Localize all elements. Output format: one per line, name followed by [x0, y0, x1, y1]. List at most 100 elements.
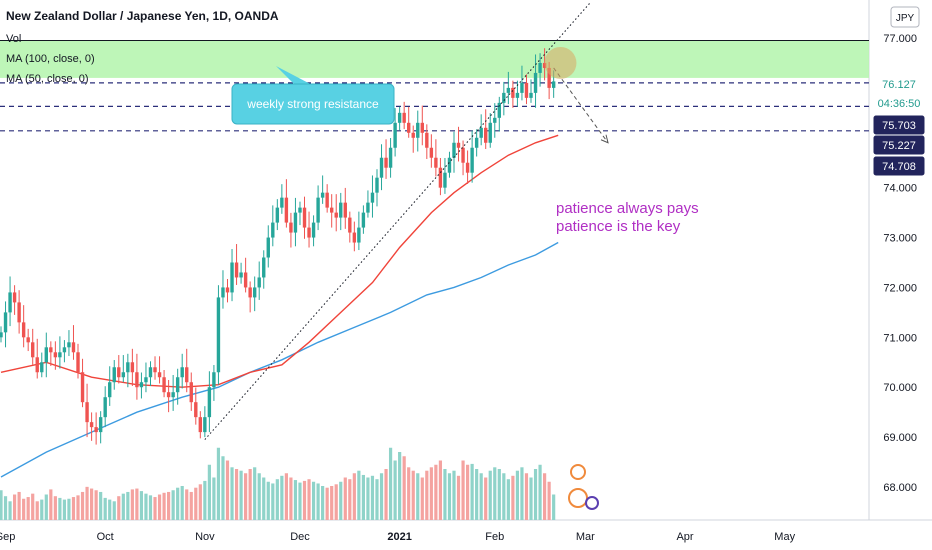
- candle-body: [538, 62, 542, 73]
- currency-button[interactable]: JPY: [890, 6, 920, 28]
- resistance-callout[interactable]: weekly strong resistance: [231, 66, 395, 125]
- volume-bar: [130, 489, 134, 520]
- candle-body: [162, 377, 166, 393]
- trendline[interactable]: [204, 2, 591, 440]
- candle-body: [402, 112, 406, 123]
- candle-body: [212, 372, 216, 388]
- price-badge[interactable]: 74.708: [873, 156, 925, 176]
- ma100-line: [0, 241, 559, 478]
- candle-body: [98, 417, 103, 433]
- volume-bar: [62, 499, 67, 520]
- candle-body: [62, 347, 67, 353]
- price-badge[interactable]: 76.127: [873, 74, 925, 94]
- candle-body: [35, 357, 39, 373]
- resistance-zone[interactable]: [0, 40, 869, 78]
- x-tick-label: Mar: [576, 531, 595, 543]
- candle-body: [502, 92, 506, 103]
- currency-button-label: JPY: [896, 13, 915, 24]
- volume-bar: [484, 477, 488, 520]
- volume-bar: [420, 477, 424, 520]
- volume-bar: [488, 470, 492, 520]
- volume-bar: [429, 467, 433, 520]
- volume-bar: [80, 491, 85, 520]
- candle-body: [153, 367, 157, 373]
- volume-bar: [343, 477, 347, 520]
- candle-body: [126, 362, 130, 373]
- candle-body: [230, 262, 234, 293]
- candle-body: [257, 277, 261, 288]
- volume-bar: [121, 493, 125, 520]
- candle-body: [529, 92, 533, 98]
- price-badge-label: 75.227: [882, 140, 916, 152]
- volume-bar: [497, 469, 501, 520]
- volume-bar: [375, 479, 379, 520]
- volume-bar: [352, 473, 356, 520]
- indicator-vol-label[interactable]: Vol: [6, 33, 21, 45]
- candle-body: [284, 197, 289, 223]
- candle-body: [103, 397, 107, 418]
- volume-bar: [529, 477, 533, 520]
- candle-body: [361, 212, 366, 228]
- price-badge[interactable]: 75.227: [873, 135, 925, 155]
- candle-body: [271, 222, 275, 238]
- candle-body: [94, 427, 98, 433]
- volume-bar: [171, 490, 175, 520]
- volume-bar: [370, 475, 375, 520]
- volume-bar: [438, 460, 443, 520]
- volume-bar: [434, 464, 438, 520]
- candle-body: [452, 142, 456, 158]
- candle-body: [12, 292, 17, 303]
- candle-body: [339, 202, 343, 218]
- volume-bar: [194, 487, 198, 520]
- x-tick-label: Oct: [97, 531, 114, 543]
- candle-body: [198, 417, 203, 433]
- candle-body: [388, 147, 393, 168]
- volume-bar: [511, 475, 515, 520]
- candle-body: [31, 342, 35, 358]
- volume-bar: [316, 483, 320, 520]
- ma50-line: [0, 134, 559, 388]
- candle-body: [551, 81, 556, 88]
- candle-body: [461, 147, 465, 163]
- volume-bar: [379, 473, 384, 520]
- volume-bar: [167, 491, 171, 520]
- candle-body: [547, 67, 551, 88]
- candle-body: [298, 207, 302, 213]
- candle-body: [144, 377, 148, 383]
- dividend-marker-icon[interactable]: [585, 496, 599, 510]
- volume-bar: [139, 491, 144, 520]
- candle-body: [542, 62, 547, 68]
- volume-bar: [180, 486, 184, 520]
- price-badge[interactable]: 75.703: [873, 115, 925, 135]
- candle-body: [121, 372, 126, 378]
- volume-bar: [0, 490, 3, 520]
- volume-bar: [266, 481, 270, 520]
- price-badge-bg: [873, 74, 925, 94]
- candle-body: [375, 177, 379, 193]
- candle-body: [511, 87, 515, 98]
- volume-bar: [407, 467, 411, 520]
- indicator-ma50-label[interactable]: MA (50, close, 0): [6, 73, 89, 85]
- candle-body: [40, 362, 44, 373]
- volume-bar: [302, 480, 307, 520]
- volume-bar: [416, 473, 420, 520]
- volume-bar: [12, 494, 17, 520]
- volume-bar: [393, 460, 397, 520]
- volume-bar: [456, 475, 461, 520]
- candle-body: [366, 202, 370, 213]
- price-badge[interactable]: 04:36:50: [873, 93, 925, 113]
- resistance-highlight-circle[interactable]: [544, 46, 577, 79]
- candle-body: [352, 232, 357, 243]
- indicator-ma100-label[interactable]: MA (100, close, 0): [6, 53, 95, 65]
- price-badge-label: 04:36:50: [878, 98, 921, 110]
- event-marker-icon[interactable]: [570, 464, 586, 480]
- candle-body: [58, 352, 62, 358]
- volume-bar: [225, 460, 230, 520]
- projection-arrow-line[interactable]: [553, 67, 609, 144]
- candle-body: [307, 227, 311, 238]
- candle-body: [76, 352, 80, 373]
- candle-body: [429, 147, 434, 158]
- earnings-marker-icon[interactable]: [568, 488, 588, 508]
- candle-body: [26, 337, 30, 343]
